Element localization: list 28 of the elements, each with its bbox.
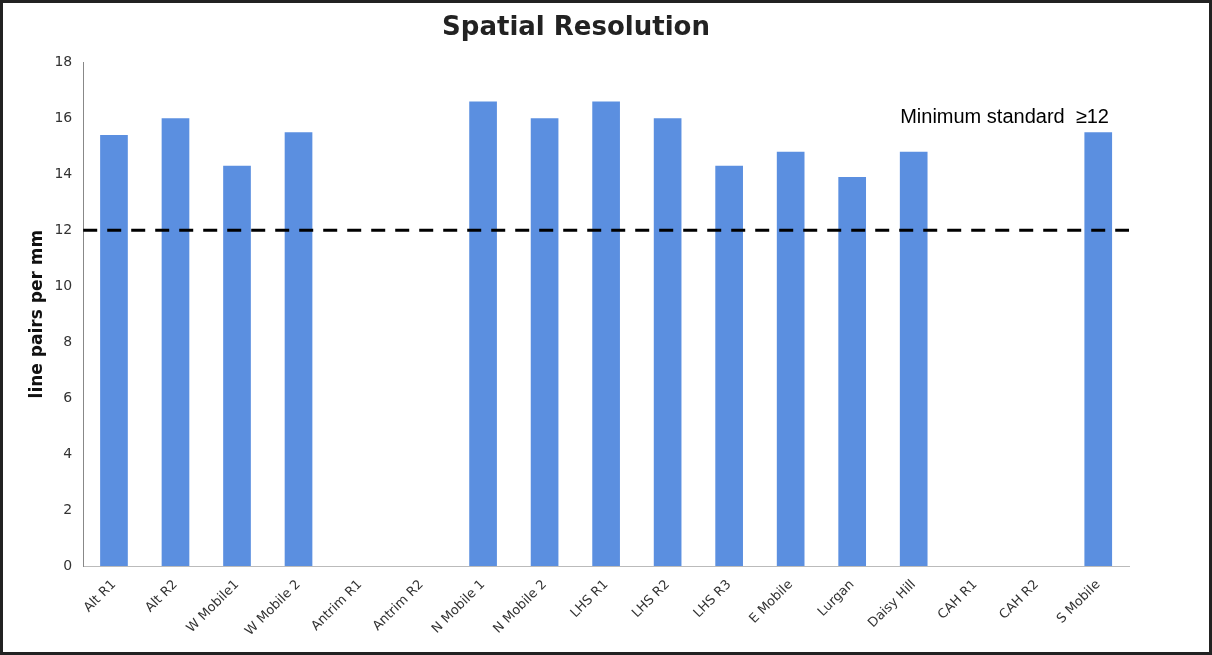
- bar: [469, 101, 497, 567]
- y-tick-label: 4: [63, 444, 73, 461]
- chart-title: Spatial Resolution: [442, 11, 710, 42]
- y-tick-label: 16: [54, 108, 73, 125]
- bar: [715, 165, 743, 567]
- bar: [284, 132, 313, 567]
- y-tick-label: 18: [54, 52, 73, 69]
- ref-line-label: Minimum standard ≥12: [900, 104, 1109, 127]
- x-tick-label: Alt R2: [141, 576, 180, 615]
- bar: [899, 151, 928, 567]
- y-axis-title: line pairs per mm: [25, 229, 46, 399]
- x-tick-label: Alt R1: [80, 576, 119, 615]
- bar: [223, 165, 251, 567]
- bar: [530, 118, 559, 567]
- y-tick-label: 0: [63, 556, 73, 573]
- bar: [653, 118, 682, 567]
- bar: [1084, 132, 1113, 567]
- y-tick-label: 6: [63, 388, 73, 405]
- y-tick-label: 10: [54, 276, 73, 293]
- y-tick-label: 2: [63, 500, 73, 517]
- y-tick-label: 8: [63, 332, 73, 349]
- bar: [776, 151, 805, 567]
- bar: [100, 134, 128, 567]
- bar: [838, 176, 867, 567]
- y-tick-label: 12: [54, 220, 73, 237]
- bar: [592, 101, 620, 567]
- bar: [161, 118, 190, 567]
- y-tick-label: 14: [54, 164, 73, 181]
